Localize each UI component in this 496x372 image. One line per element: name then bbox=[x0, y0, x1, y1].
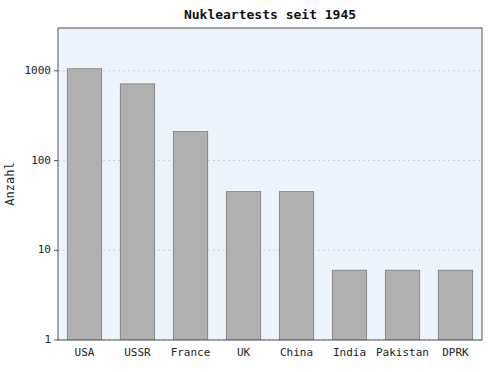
x-tick-label: China bbox=[280, 346, 313, 359]
bar bbox=[120, 84, 154, 340]
x-tick-label: India bbox=[333, 346, 366, 359]
chart-container: 1 10 100 1000 USA USSR France UK China India Pakis… bbox=[0, 0, 496, 372]
y-tick bbox=[54, 70, 58, 71]
y-axis-label: Anzahl bbox=[3, 162, 17, 205]
bar bbox=[332, 270, 366, 340]
bar bbox=[173, 132, 207, 340]
x-tick-label: DPRK bbox=[442, 346, 469, 359]
plot-frame bbox=[58, 28, 482, 340]
bars bbox=[67, 69, 472, 340]
bar bbox=[385, 270, 419, 340]
x-tick-label: UK bbox=[237, 346, 251, 359]
x-tick-label: Pakistan bbox=[376, 346, 429, 359]
y-tick-label: 1 bbox=[44, 333, 51, 346]
y-tick-label: 1000 bbox=[25, 64, 52, 77]
y-tick bbox=[54, 160, 58, 161]
chart-title: Nukleartests seit 1945 bbox=[184, 7, 356, 22]
y-tick-label: 10 bbox=[38, 243, 51, 256]
grid-line bbox=[58, 70, 482, 71]
y-tick-label: 100 bbox=[31, 154, 51, 167]
bar bbox=[438, 270, 472, 340]
x-tick-label: USSR bbox=[124, 346, 151, 359]
x-tick-label: USA bbox=[75, 346, 95, 359]
x-tick-label: France bbox=[171, 346, 211, 359]
chart-svg: 1 10 100 1000 USA USSR France UK China India Pakis… bbox=[0, 0, 496, 372]
plot-background bbox=[58, 28, 482, 340]
y-tick bbox=[54, 250, 58, 251]
bar bbox=[279, 192, 313, 340]
y-tick bbox=[54, 340, 58, 341]
bar bbox=[67, 69, 101, 340]
bar bbox=[226, 192, 260, 340]
